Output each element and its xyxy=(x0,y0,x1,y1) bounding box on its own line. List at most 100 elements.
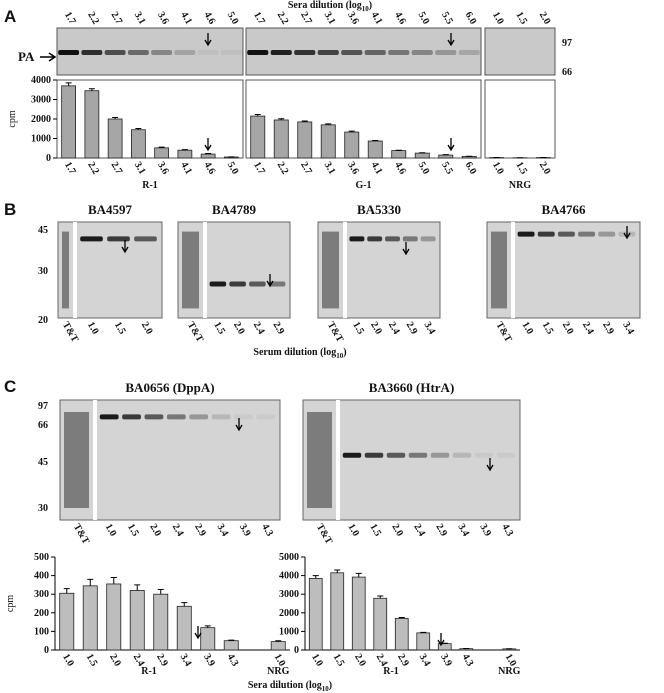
x-tick-label: 4.6 xyxy=(392,160,408,176)
error-bar xyxy=(110,576,117,584)
lane-label: 1.5 xyxy=(513,10,529,26)
gel-title: BA4597 xyxy=(88,202,133,217)
error-bar xyxy=(348,130,355,133)
gel-band xyxy=(247,50,269,55)
x-tick-label: 3.1 xyxy=(322,160,338,176)
gel-band xyxy=(211,414,231,420)
arrow xyxy=(121,240,129,254)
lane-label: 1.5 xyxy=(367,522,383,538)
gel-band xyxy=(367,236,383,242)
x-tick-label: 2.0 xyxy=(537,160,553,176)
error-bar xyxy=(355,572,362,578)
y-tick-label: 500 xyxy=(34,552,49,563)
gel-band xyxy=(122,414,141,420)
bar xyxy=(82,585,98,651)
lane-label: 3.4 xyxy=(422,320,438,336)
gel-band xyxy=(166,414,186,420)
lane-label: 2.7 xyxy=(298,10,314,26)
gel-band xyxy=(474,452,494,458)
x-tick-label: 2.2 xyxy=(275,160,291,176)
x-tick-label: 1.0 xyxy=(490,160,506,176)
x-tick-label: 2.4 xyxy=(131,652,147,668)
error-bar xyxy=(134,584,141,591)
y-axis-label: cpm xyxy=(5,595,16,612)
bar xyxy=(153,593,169,651)
marker-label: 97 xyxy=(38,401,48,412)
marker-label: 66 xyxy=(38,420,48,431)
gel-band xyxy=(256,414,276,420)
x-tick-label: 1.7 xyxy=(251,160,267,176)
bar xyxy=(106,583,122,651)
lane-label: 1.7 xyxy=(62,10,78,26)
lane-label: 1.5 xyxy=(350,320,366,336)
marker-lane xyxy=(62,231,69,309)
protein-label: PA xyxy=(18,49,35,64)
bar xyxy=(177,149,193,159)
x-tick-label: 2.2 xyxy=(85,160,101,176)
marker-label: 45 xyxy=(38,225,48,236)
arrow xyxy=(204,138,212,152)
gel-band xyxy=(385,236,400,242)
group-label: NRG xyxy=(509,180,531,191)
lane-label: 5.0 xyxy=(225,10,241,26)
lane-label: 1.0 xyxy=(85,320,101,336)
x-tick-label: 2.7 xyxy=(109,160,125,176)
error-bar xyxy=(420,631,427,633)
gel-separator xyxy=(203,222,207,318)
gel-band xyxy=(388,50,410,55)
gel-band xyxy=(578,231,596,237)
gel-band xyxy=(317,50,339,55)
lane-label: 2.0 xyxy=(560,320,576,336)
gel-band xyxy=(209,281,227,287)
bar xyxy=(200,627,216,651)
lane-label: 3.4 xyxy=(214,522,230,538)
marker-label: 45 xyxy=(38,457,48,468)
marker-lane xyxy=(64,412,89,508)
lane-label: 1.5 xyxy=(125,522,141,538)
gel-band xyxy=(229,281,246,287)
lane-label: 2.9 xyxy=(192,522,208,538)
gel-band xyxy=(151,50,173,55)
arrow xyxy=(402,242,410,256)
error-bar xyxy=(87,578,94,586)
bar xyxy=(200,153,216,159)
error-bar xyxy=(377,595,384,599)
gel-band xyxy=(408,452,428,458)
group-label: G-1 xyxy=(355,180,371,191)
x-tick-label: 2.0 xyxy=(352,652,368,668)
y-tick-label: 0 xyxy=(294,645,299,656)
marker-label: 66 xyxy=(562,67,572,78)
gel-band xyxy=(144,414,164,420)
gel-band xyxy=(349,236,365,242)
gel-band xyxy=(430,452,450,458)
lane-label: 3.6 xyxy=(345,10,361,26)
lane-label: 2.7 xyxy=(109,10,125,26)
marker-lane xyxy=(322,231,339,309)
bar xyxy=(84,90,100,159)
lane-label: T&T xyxy=(325,320,346,345)
x-tick-label: 2.4 xyxy=(374,652,390,668)
bar xyxy=(330,572,345,651)
x-tick-label: 4.1 xyxy=(178,160,194,176)
marker-label: 30 xyxy=(38,503,48,514)
error-bar xyxy=(301,120,308,122)
panel-letter: B xyxy=(4,200,16,219)
lane-label: 4.3 xyxy=(259,522,275,538)
lane-label: 1.5 xyxy=(112,320,128,336)
lane-label: 4.6 xyxy=(202,10,218,26)
error-bar xyxy=(325,123,332,125)
error-bar xyxy=(334,569,341,573)
lane-label: 3.4 xyxy=(455,522,471,538)
bar xyxy=(297,121,313,159)
bar xyxy=(351,576,366,651)
lane-label: 2.4 xyxy=(251,320,267,336)
bar xyxy=(416,632,431,651)
x-tick-label: 4.1 xyxy=(369,160,385,176)
x-tick-label: 3.4 xyxy=(417,652,433,668)
axis-title: Sera dilution (log10) xyxy=(248,680,332,693)
lane-label: 3.1 xyxy=(322,10,338,26)
gel-separator xyxy=(343,222,347,318)
lane-label: 2.4 xyxy=(170,522,186,538)
gel-band xyxy=(386,452,406,458)
